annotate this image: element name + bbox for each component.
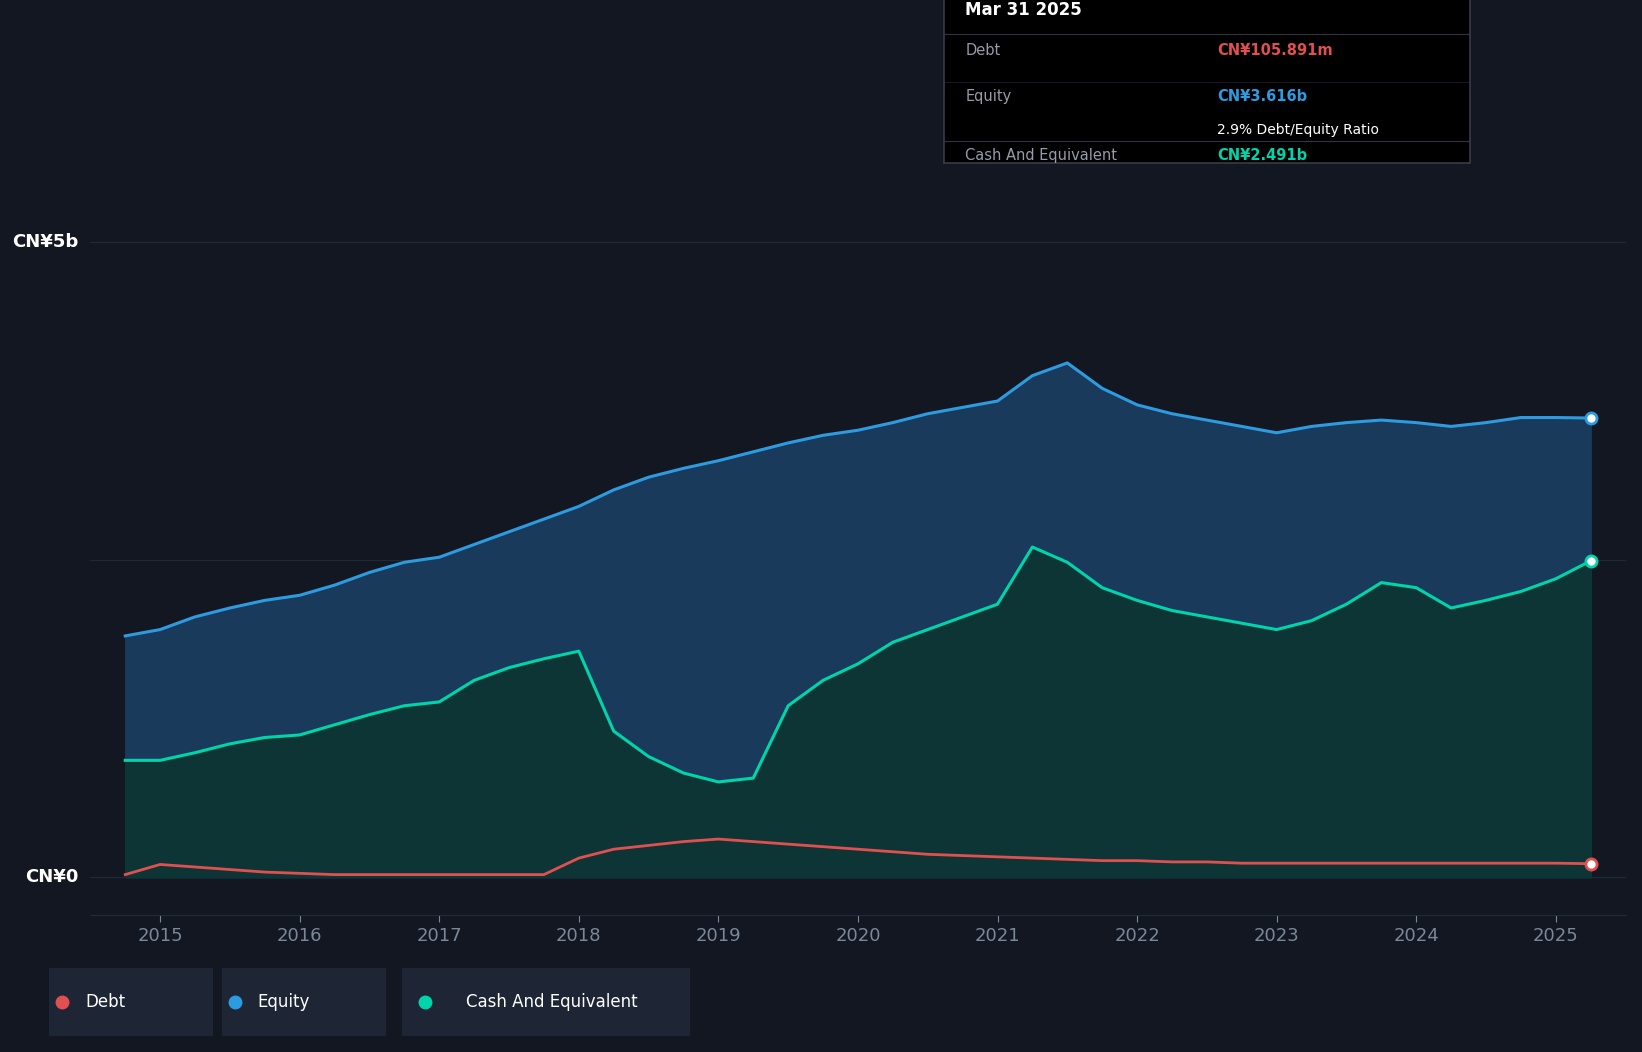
Text: Debt: Debt [965, 43, 1000, 59]
Text: Equity: Equity [258, 993, 310, 1011]
Text: Mar 31 2025: Mar 31 2025 [965, 1, 1082, 19]
Text: CN¥105.891m: CN¥105.891m [1217, 43, 1333, 59]
Text: CN¥0: CN¥0 [25, 868, 79, 886]
Text: 2.9% Debt/Equity Ratio: 2.9% Debt/Equity Ratio [1217, 123, 1379, 137]
Text: Debt: Debt [85, 993, 125, 1011]
Text: CN¥2.491b: CN¥2.491b [1217, 148, 1307, 163]
Text: Cash And Equivalent: Cash And Equivalent [965, 148, 1117, 163]
Text: CN¥3.616b: CN¥3.616b [1217, 89, 1307, 104]
Text: CN¥5b: CN¥5b [13, 234, 79, 251]
Text: Cash And Equivalent: Cash And Equivalent [466, 993, 637, 1011]
Text: Equity: Equity [965, 89, 1011, 104]
